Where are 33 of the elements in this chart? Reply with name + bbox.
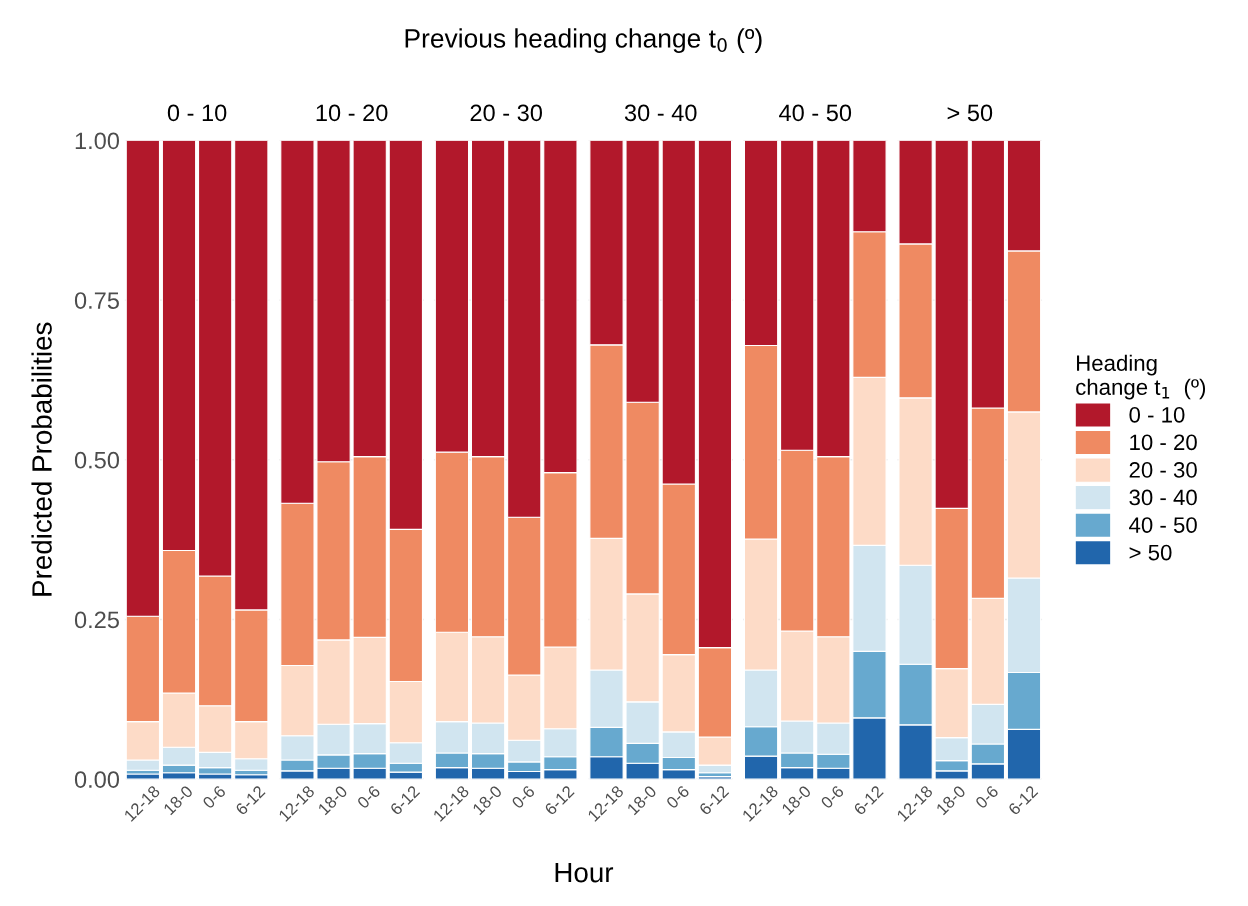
- x-tick-label: 6-12: [544, 784, 575, 816]
- x-tick-label: 0-6: [974, 784, 1000, 810]
- x-tick-label: 0-6: [201, 784, 227, 810]
- y-tick-label: 1.00: [75, 132, 120, 150]
- x-tick-label: 0-6: [665, 784, 690, 810]
- legend-label: 0 - 10: [1129, 406, 1185, 423]
- x-tick-label: 0-6: [820, 784, 845, 810]
- y-tick-label: 0.25: [74, 611, 119, 629]
- y-axis-title: Predicted Probabilities: [31, 322, 52, 596]
- x-tick-label: 0-6: [511, 784, 536, 810]
- legend-title: Heading change t$_{1}$ (º): [1076, 354, 1206, 400]
- text: Previous heading change t$_{0}$ (º): [405, 28, 762, 53]
- x-tick-label: 6-12: [698, 784, 730, 816]
- x-tick-label: 0-6: [356, 784, 381, 810]
- legend-label: 40 - 50: [1129, 517, 1197, 533]
- y-tick-label: 0.50: [74, 451, 120, 469]
- y-tick-label: 0.00: [74, 771, 120, 788]
- chart-title: 0 - 10: [167, 104, 227, 122]
- chart-title: > 50: [947, 104, 993, 122]
- y-tick-label: 0.75: [74, 292, 119, 309]
- legend-label: > 50: [1129, 544, 1172, 561]
- x-tick-label: 6-12: [234, 784, 266, 816]
- chart-title: 10 - 20: [316, 104, 388, 122]
- x-tick-label: 6-12: [389, 784, 421, 816]
- legend-label: 30 - 40: [1129, 489, 1197, 506]
- legend-label: 20 - 30: [1129, 462, 1197, 478]
- text: Hour: [555, 863, 614, 883]
- legend-label: 10 - 20: [1130, 434, 1197, 451]
- chart-title: 40 - 50: [779, 104, 852, 122]
- x-tick-label: 6-12: [853, 784, 884, 816]
- x-tick-label: 6-12: [1007, 784, 1039, 816]
- chart-title: 30 - 40: [624, 104, 697, 122]
- chart-title: 20 - 30: [470, 104, 542, 122]
